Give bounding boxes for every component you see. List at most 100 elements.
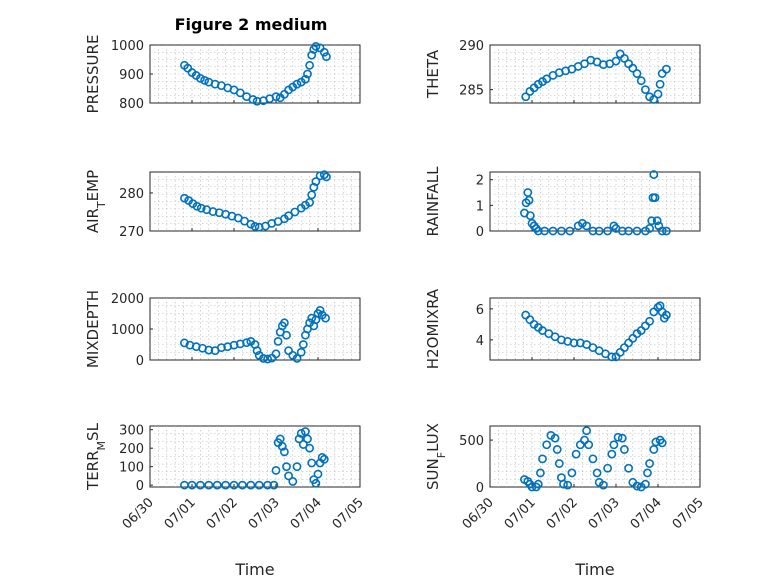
data-point bbox=[588, 226, 598, 236]
x-tick-label: 07/01 bbox=[162, 495, 199, 532]
x-tick-label: 07/01 bbox=[502, 495, 539, 532]
x-tick-label: 07/05 bbox=[330, 495, 367, 532]
data-point bbox=[571, 449, 581, 459]
data-point bbox=[298, 340, 308, 349]
y-tick-label: 270 bbox=[119, 225, 144, 240]
data-point bbox=[548, 226, 558, 236]
data-point bbox=[645, 224, 654, 233]
data-point bbox=[609, 440, 619, 450]
y-tick-label: 0 bbox=[476, 481, 484, 496]
data-point bbox=[294, 434, 304, 444]
data-point bbox=[559, 479, 568, 489]
data-point bbox=[641, 479, 650, 489]
y-axis-label-main: SUN bbox=[424, 458, 442, 490]
data-point bbox=[246, 480, 256, 490]
y-axis-label-tail: LUX bbox=[424, 423, 442, 452]
data-point bbox=[653, 89, 663, 99]
data-point bbox=[311, 177, 321, 186]
y-axis-label: SUNFLUX bbox=[424, 423, 448, 490]
data-point bbox=[271, 349, 281, 359]
data-point bbox=[303, 69, 312, 79]
data-point bbox=[237, 480, 247, 490]
subplot-6: 4 6 H2OMIXRA bbox=[424, 288, 701, 369]
data-point bbox=[649, 95, 659, 104]
data-point bbox=[651, 437, 661, 447]
data-point bbox=[632, 481, 642, 491]
y-tick-label: 1000 bbox=[111, 323, 144, 338]
data-point bbox=[196, 203, 206, 213]
data-point bbox=[292, 354, 302, 363]
data-point bbox=[641, 85, 650, 95]
data-point bbox=[599, 480, 608, 490]
data-point bbox=[277, 441, 287, 451]
y-tick-label: 4 bbox=[476, 334, 484, 349]
subplot-4: 0 1 2 RAINFALL bbox=[424, 166, 701, 240]
subplot-5: 0 1000 2000 MIXDEPTH bbox=[84, 290, 361, 369]
data-point bbox=[235, 88, 245, 98]
data-point bbox=[319, 170, 329, 180]
data-point bbox=[552, 445, 562, 454]
y-tick-label: 500 bbox=[459, 434, 484, 449]
data-point bbox=[315, 305, 325, 315]
data-point bbox=[279, 447, 289, 457]
x-tick-label: 07/02 bbox=[204, 495, 241, 532]
y-axis-label: PRESSURE bbox=[84, 35, 102, 114]
data-point bbox=[567, 468, 577, 478]
data-point bbox=[620, 53, 629, 63]
data-point bbox=[282, 462, 291, 472]
data-point bbox=[311, 478, 321, 488]
data-point bbox=[592, 468, 602, 478]
data-point bbox=[269, 480, 279, 490]
data-point bbox=[645, 316, 654, 326]
data-point bbox=[662, 226, 671, 236]
data-point bbox=[542, 440, 552, 450]
y-tick-label: 0 bbox=[136, 479, 144, 494]
data-point bbox=[321, 313, 330, 323]
y-axis-label: AIRTEMP bbox=[84, 170, 108, 233]
data-point bbox=[216, 343, 226, 352]
y-tick-label: 290 bbox=[459, 39, 484, 54]
data-point bbox=[248, 95, 258, 104]
data-point bbox=[647, 216, 657, 226]
data-point bbox=[521, 92, 531, 102]
y-axis-label-main: TERR bbox=[84, 450, 102, 491]
subplot-2: 285 290 THETA bbox=[424, 39, 701, 104]
data-point bbox=[655, 79, 665, 89]
y-axis-label-subscript: T bbox=[95, 201, 108, 209]
data-point bbox=[200, 75, 209, 85]
data-point bbox=[242, 338, 251, 348]
x-axis-label: Time bbox=[234, 560, 274, 579]
data-point bbox=[557, 226, 566, 236]
x-axis-label: Time bbox=[574, 560, 614, 579]
data-point bbox=[603, 226, 612, 236]
y-tick-label: 2 bbox=[476, 174, 484, 189]
y-tick-label: 0 bbox=[136, 354, 144, 369]
data-point bbox=[263, 480, 272, 490]
data-point bbox=[607, 449, 617, 459]
data-point bbox=[290, 207, 300, 217]
data-point bbox=[550, 433, 560, 443]
data-point bbox=[271, 465, 281, 475]
data-point bbox=[305, 443, 314, 453]
data-point bbox=[624, 463, 633, 473]
data-point bbox=[284, 211, 293, 221]
data-point bbox=[613, 432, 623, 442]
x-tick-label: 07/03 bbox=[586, 495, 623, 532]
data-point bbox=[645, 459, 654, 468]
data-point bbox=[305, 60, 314, 70]
y-tick-label: 900 bbox=[119, 68, 144, 83]
subplot-3: 270 280 AIRTEMP bbox=[84, 170, 361, 240]
data-point bbox=[657, 438, 667, 448]
y-axis-label: MIXDEPTH bbox=[84, 290, 102, 368]
data-point bbox=[569, 338, 579, 348]
y-tick-label: 1000 bbox=[111, 39, 144, 54]
data-point bbox=[662, 64, 671, 74]
data-point bbox=[321, 52, 331, 61]
data-point bbox=[611, 56, 621, 66]
data-point bbox=[652, 216, 662, 226]
y-axis-label-subscript: F bbox=[435, 452, 448, 458]
y-axis-label-main: AIR bbox=[84, 208, 102, 233]
data-point bbox=[662, 310, 671, 320]
data-point bbox=[252, 96, 262, 106]
